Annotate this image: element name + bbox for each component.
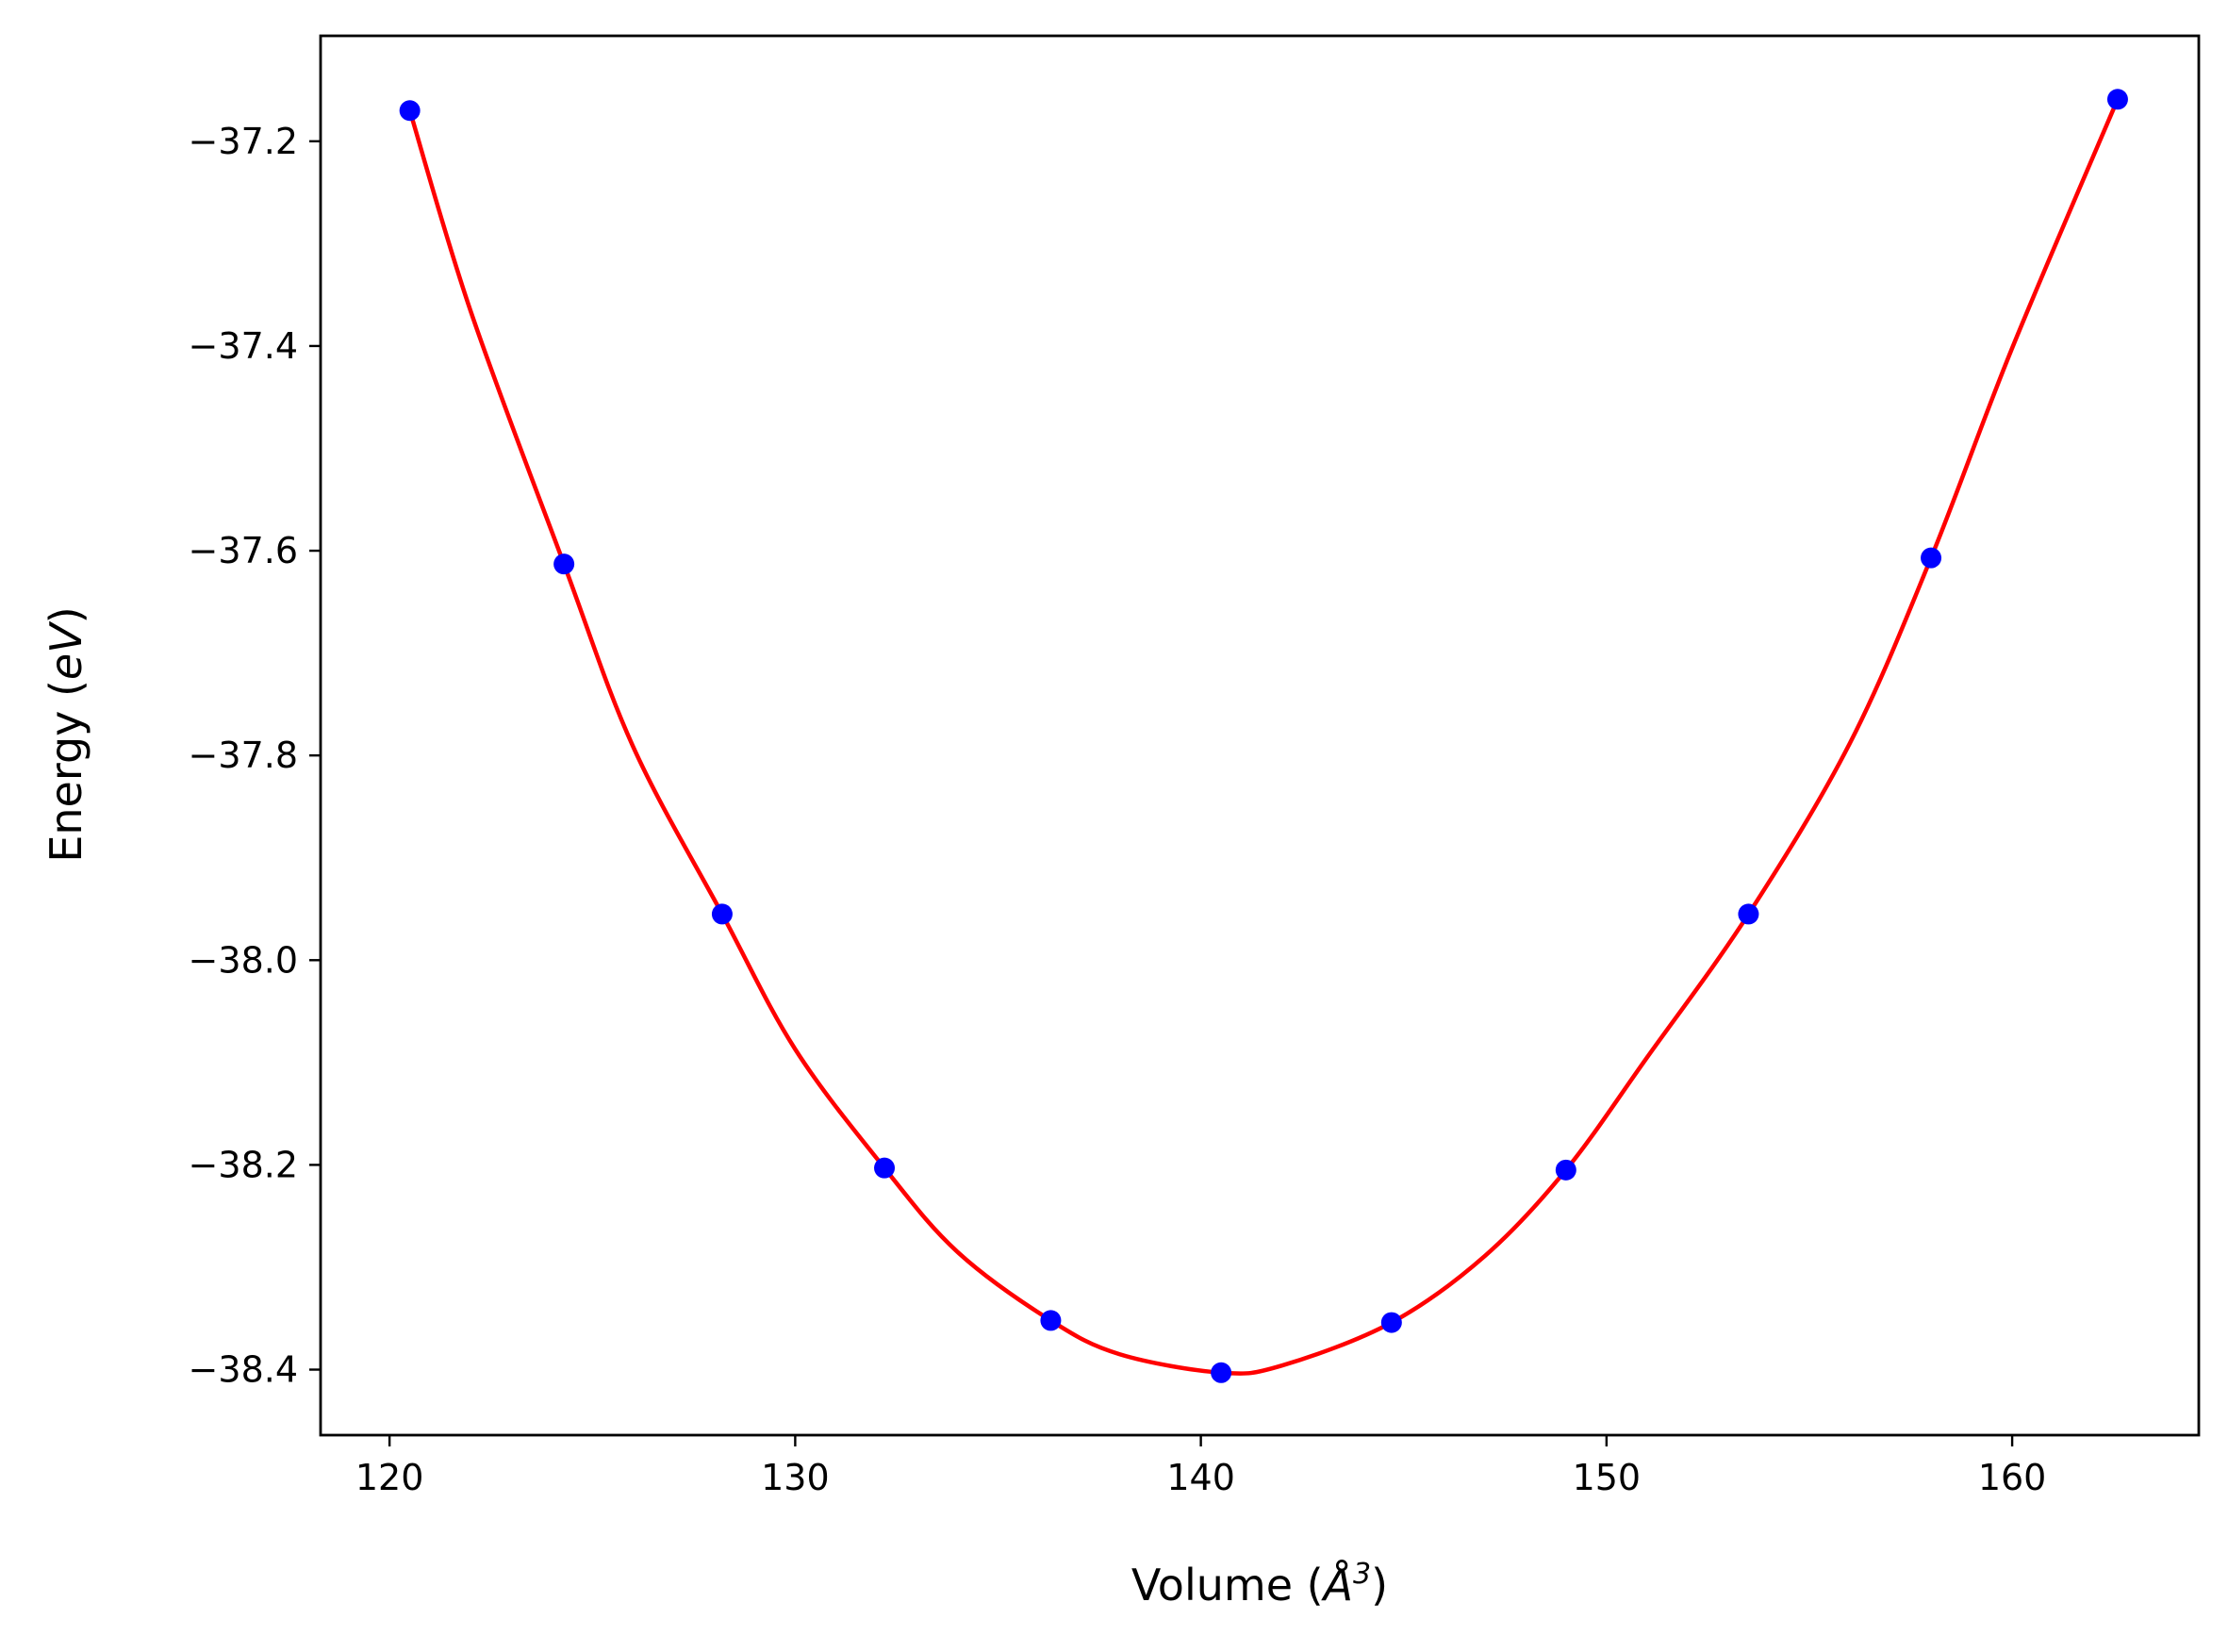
x-tick-label: 140	[1166, 1457, 1235, 1498]
y-tick-label: −37.6	[189, 530, 298, 571]
data-point	[1380, 1312, 1402, 1333]
y-axis-label: Energy (eV)	[41, 606, 91, 862]
x-axis-label-close: )	[1371, 1560, 1388, 1611]
data-point	[399, 100, 421, 122]
data-point	[1738, 903, 1759, 925]
y-tick-label: −37.8	[189, 735, 298, 776]
x-axis-label-text: Volume (	[1131, 1560, 1324, 1611]
data-point	[874, 1157, 896, 1179]
tick-layer: 120 130 140 150 160 −37.2 −37.4 −37.6 −37.8 −38.0…	[189, 121, 2047, 1498]
y-tick-label: −37.4	[189, 325, 298, 367]
y-axis-label-text: Energy (	[41, 680, 91, 863]
data-point	[1555, 1159, 1576, 1181]
y-tick-label: −38.4	[189, 1349, 298, 1391]
data-point	[1040, 1310, 1062, 1331]
x-tick-label: 120	[355, 1457, 424, 1498]
x-axis-label: Volume (Å3)	[1131, 1558, 1388, 1611]
fit-curve-line	[407, 98, 2121, 1376]
y-tick-label: −38.0	[189, 939, 298, 981]
x-tick-label: 160	[1978, 1457, 2047, 1498]
data-point	[553, 553, 575, 575]
y-tick-label: −37.2	[189, 121, 298, 162]
y-tick-label: −38.2	[189, 1144, 298, 1185]
plot-frame	[319, 34, 2201, 1437]
x-tick-label: 130	[761, 1457, 830, 1498]
data-point	[711, 903, 733, 925]
x-axis-label-exponent: 3	[1353, 1558, 1371, 1591]
y-axis-label-close: )	[41, 606, 91, 623]
data-point	[1921, 547, 1942, 569]
x-axis-label-symbol: Å	[1321, 1560, 1353, 1611]
plot-layer	[399, 89, 2128, 1383]
data-point	[2106, 89, 2128, 110]
x-tick-label: 150	[1573, 1457, 1642, 1498]
y-axis-label-unit: eV	[41, 620, 91, 680]
data-point	[1211, 1362, 1232, 1383]
